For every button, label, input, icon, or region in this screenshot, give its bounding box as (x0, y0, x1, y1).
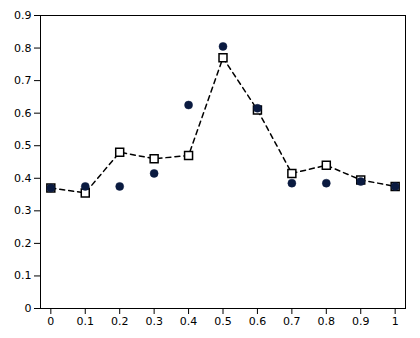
svg-text:0.4: 0.4 (14, 172, 32, 185)
svg-text:0.7: 0.7 (14, 74, 32, 87)
svg-text:0.5: 0.5 (14, 139, 32, 152)
svg-text:0.8: 0.8 (318, 315, 336, 328)
svg-text:0.3: 0.3 (145, 315, 163, 328)
svg-text:0.4: 0.4 (180, 315, 198, 328)
svg-text:0.2: 0.2 (111, 315, 129, 328)
svg-text:0.2: 0.2 (14, 237, 32, 250)
svg-text:0.6: 0.6 (14, 107, 32, 120)
svg-text:0.1: 0.1 (14, 269, 32, 282)
svg-text:1: 1 (392, 315, 399, 328)
svg-text:0.5: 0.5 (214, 315, 232, 328)
svg-text:0.1: 0.1 (77, 315, 95, 328)
svg-text:0: 0 (25, 302, 32, 315)
svg-text:0.7: 0.7 (283, 315, 301, 328)
svg-text:0: 0 (47, 315, 54, 328)
svg-text:0.8: 0.8 (14, 42, 32, 55)
svg-text:0.3: 0.3 (14, 204, 32, 217)
svg-text:0.6: 0.6 (249, 315, 267, 328)
svg-text:0.9: 0.9 (352, 315, 370, 328)
svg-text:0.9: 0.9 (14, 9, 32, 22)
